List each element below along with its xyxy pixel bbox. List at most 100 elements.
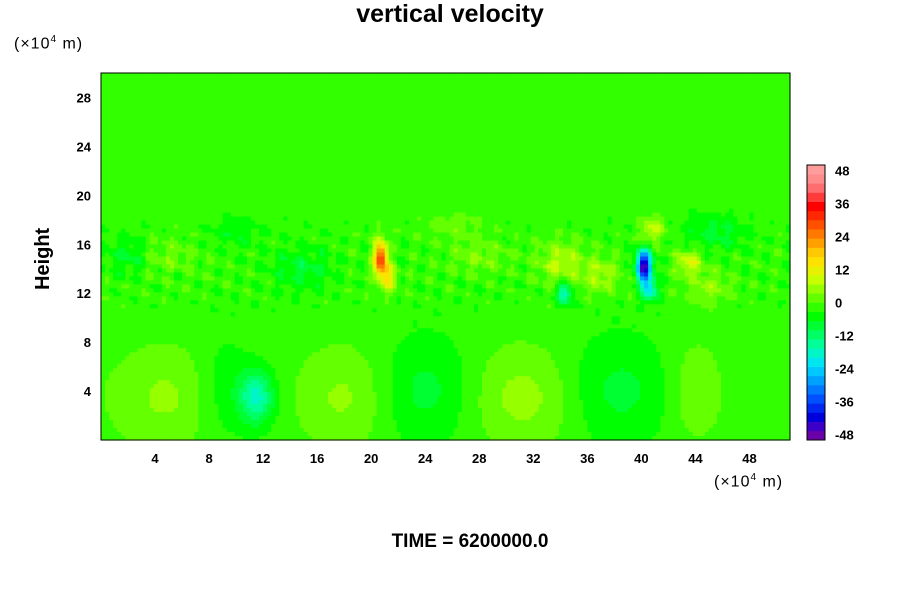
heatmap-cell — [300, 177, 305, 182]
heatmap-cell — [194, 93, 199, 98]
heatmap-cell — [296, 117, 301, 122]
heatmap-cell — [360, 141, 365, 146]
heatmap-cell — [287, 117, 292, 122]
heatmap-cell — [559, 77, 564, 82]
heatmap-cell — [409, 133, 414, 138]
heatmap-cell — [194, 129, 199, 134]
heatmap-cell — [385, 105, 390, 110]
heatmap-cell — [518, 93, 523, 98]
heatmap-cell — [174, 141, 179, 146]
heatmap-cell — [239, 141, 244, 146]
heatmap-cell — [523, 81, 528, 86]
heatmap-cell — [555, 77, 560, 82]
heatmap-cell — [206, 121, 211, 126]
heatmap-cell — [571, 97, 576, 102]
heatmap-cell — [450, 97, 455, 102]
heatmap-cell — [571, 129, 576, 134]
heatmap-cell — [648, 97, 653, 102]
heatmap-cell — [482, 133, 487, 138]
heatmap-cell — [547, 109, 552, 114]
heatmap-cell — [563, 161, 568, 166]
heatmap-cell — [782, 105, 787, 110]
heatmap-cell — [113, 149, 118, 154]
heatmap-cell — [210, 189, 215, 194]
heatmap-cell — [348, 149, 353, 154]
heatmap-cell — [223, 85, 228, 90]
heatmap-cell — [543, 141, 548, 146]
heatmap-cell — [291, 133, 296, 138]
heatmap-cell — [214, 89, 219, 94]
heatmap-cell — [308, 169, 313, 174]
heatmap-cell — [251, 149, 256, 154]
heatmap-cell — [652, 141, 657, 146]
heatmap-cell — [417, 85, 422, 90]
heatmap-cell — [486, 185, 491, 190]
heatmap-cell — [328, 185, 333, 190]
heatmap-cell — [563, 97, 568, 102]
heatmap-cell — [555, 89, 560, 94]
heatmap-cell — [312, 117, 317, 122]
heatmap-cell — [677, 73, 682, 78]
heatmap-cell — [332, 149, 337, 154]
heatmap-cell — [206, 141, 211, 146]
heatmap-cell — [482, 165, 487, 170]
heatmap-cell — [202, 157, 207, 162]
heatmap-cell — [608, 85, 613, 90]
heatmap-cell — [547, 137, 552, 142]
heatmap-cell — [450, 101, 455, 106]
heatmap-cell — [782, 141, 787, 146]
heatmap-cell — [437, 185, 442, 190]
heatmap-cell — [194, 173, 199, 178]
heatmap-cell — [409, 149, 414, 154]
heatmap-cell — [206, 89, 211, 94]
heatmap-cell — [749, 113, 754, 118]
heatmap-cell — [316, 77, 321, 82]
heatmap-cell — [154, 189, 159, 194]
heatmap-cell — [697, 181, 702, 186]
heatmap-cell — [162, 185, 167, 190]
heatmap-cell — [121, 113, 126, 118]
heatmap-cell — [210, 105, 215, 110]
heatmap-cell — [749, 169, 754, 174]
heatmap-cell — [267, 81, 272, 86]
heatmap-cell — [462, 97, 467, 102]
heatmap-cell — [239, 181, 244, 186]
heatmap-cell — [437, 145, 442, 150]
heatmap-cell — [600, 117, 605, 122]
heatmap-cell — [531, 101, 536, 106]
heatmap-cell — [559, 165, 564, 170]
heatmap-cell — [523, 113, 528, 118]
heatmap-cell — [616, 121, 621, 126]
heatmap-cell — [762, 173, 767, 178]
heatmap-cell — [243, 189, 248, 194]
heatmap-cell — [259, 189, 264, 194]
heatmap-cell — [494, 153, 499, 158]
heatmap-cell — [620, 121, 625, 126]
heatmap-cell — [604, 105, 609, 110]
heatmap-cell — [267, 77, 272, 82]
heatmap-cell — [214, 97, 219, 102]
heatmap-cell — [474, 133, 479, 138]
heatmap-cell — [125, 101, 130, 106]
heatmap-cell — [429, 101, 434, 106]
heatmap-cell — [612, 149, 617, 154]
heatmap-cell — [401, 121, 406, 126]
heatmap-cell — [729, 153, 734, 158]
heatmap-cell — [575, 125, 580, 130]
heatmap-cell — [770, 141, 775, 146]
heatmap-cell — [137, 109, 142, 114]
heatmap-cell — [583, 181, 588, 186]
heatmap-cell — [579, 169, 584, 174]
heatmap-cell — [421, 73, 426, 78]
heatmap-cell — [397, 97, 402, 102]
heatmap-cell — [190, 165, 195, 170]
heatmap-cell — [340, 185, 345, 190]
heatmap-cell — [551, 117, 556, 122]
heatmap-cell — [486, 121, 491, 126]
heatmap-cell — [178, 85, 183, 90]
heatmap-cell — [421, 109, 426, 114]
heatmap-cell — [462, 169, 467, 174]
heatmap-cell — [616, 169, 621, 174]
heatmap-cell — [685, 173, 690, 178]
heatmap-cell — [648, 109, 653, 114]
